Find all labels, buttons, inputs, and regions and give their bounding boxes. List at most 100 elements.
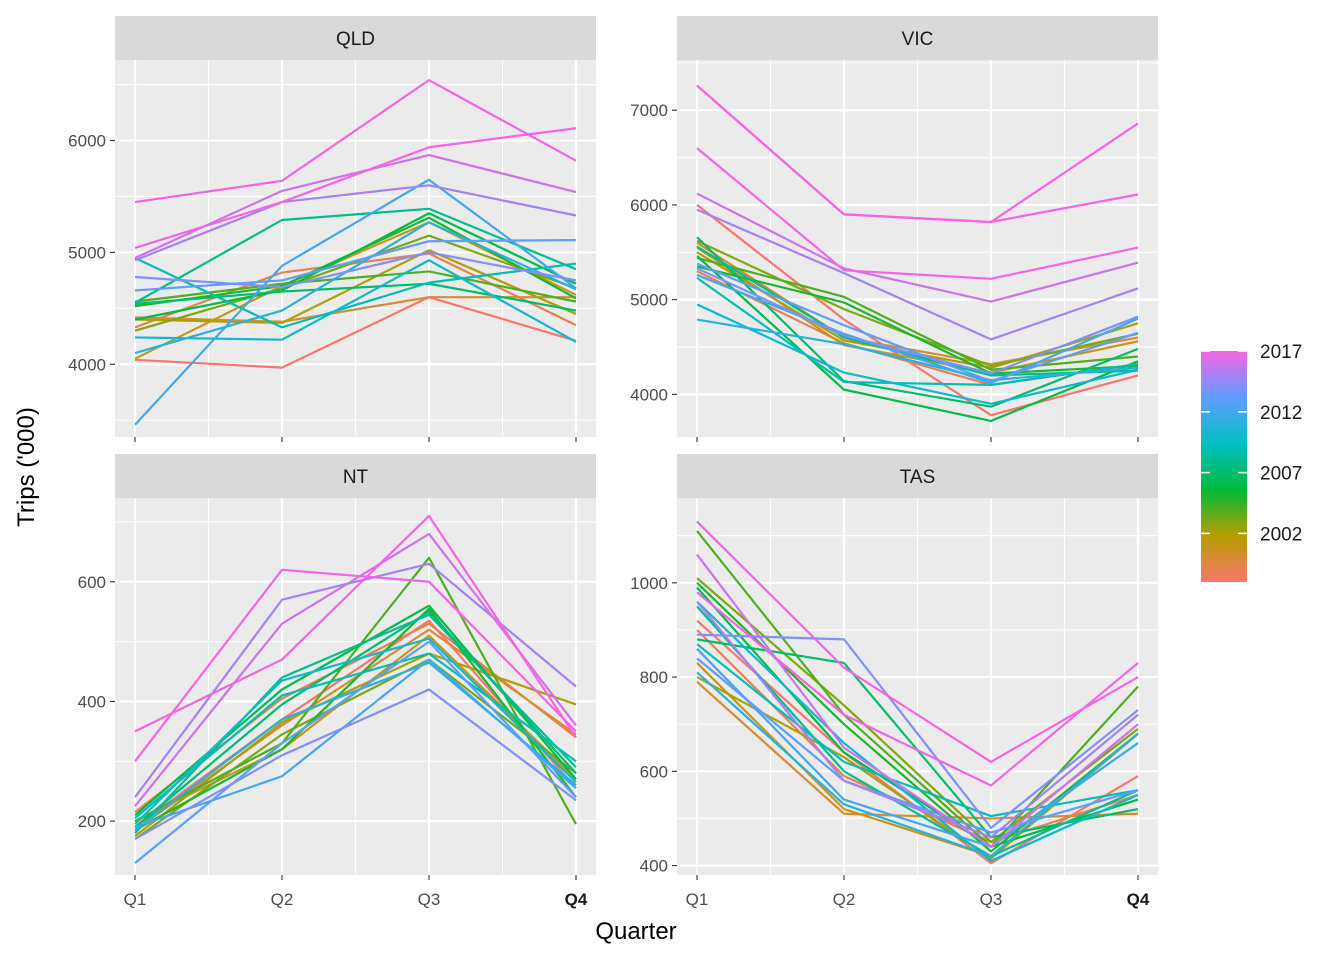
series-line-2008 <box>696 605 1139 858</box>
legend-label: 2002 <box>1260 524 1302 545</box>
series-line-2002 <box>134 249 577 324</box>
series-line-2009 <box>134 652 577 819</box>
series-lines <box>696 520 1139 865</box>
series-line-2013 <box>696 657 1139 834</box>
series-line-2012 <box>134 658 577 829</box>
facet-strip <box>115 454 596 498</box>
series-line-2011 <box>696 318 1139 382</box>
series-line-2012 <box>134 178 577 426</box>
series-line-2012 <box>696 274 1139 385</box>
series-line-2015 <box>696 600 1139 839</box>
series-line-2007 <box>134 282 577 312</box>
series-line-2010 <box>696 600 1139 862</box>
series-line-2015 <box>134 184 577 262</box>
facet-panels: QLD 4000 5000 6000 Q1 Q2 Q3 Q4 VIC 4000 5000 6000 70… <box>68 16 1158 909</box>
y-tick-label: 4000 <box>68 355 106 374</box>
x-axis-title: Quarter <box>595 918 676 945</box>
legend-colorbar <box>1201 351 1247 582</box>
y-tick-label: 5000 <box>630 291 668 310</box>
x-tick-label: Q4 <box>1127 890 1150 909</box>
series-line-2004 <box>696 530 1139 848</box>
legend-label: 2017 <box>1260 342 1302 363</box>
y-tick-label: 800 <box>640 668 668 687</box>
facet-panel-vic: VIC4000500060007000Q1Q2Q3Q4 <box>630 16 1158 471</box>
facet-strip-label: QLD <box>336 29 375 50</box>
x-tick-label: Q4 <box>565 890 588 909</box>
series-line-2018 <box>134 79 577 204</box>
series-line-2010 <box>134 637 577 825</box>
facet-strip-label: NT <box>343 467 369 488</box>
series-lines <box>134 79 577 426</box>
series-line-2013 <box>134 640 577 864</box>
y-tick-label: 400 <box>640 857 668 876</box>
x-tick-label: Q1 <box>686 890 709 909</box>
x-tick-label: Q2 <box>271 890 294 909</box>
legend-label: 2012 <box>1260 403 1302 424</box>
series-line-2017 <box>134 514 577 738</box>
series-lines <box>134 514 577 864</box>
series-line-2014 <box>134 251 577 289</box>
facet-strip <box>677 16 1158 60</box>
y-tick-label: 600 <box>78 573 106 592</box>
facet-strip-label: TAS <box>900 467 936 488</box>
x-tick-label: Q3 <box>418 890 441 909</box>
series-line-2006 <box>696 255 1139 422</box>
series-line-2009 <box>134 257 577 329</box>
series-line-2010 <box>696 303 1139 405</box>
series-line-2004 <box>696 256 1139 371</box>
series-line-2005 <box>134 607 577 832</box>
series-line-2016 <box>696 553 1139 848</box>
series-line-2005 <box>696 265 1139 375</box>
series-line-2017 <box>696 147 1139 280</box>
series-line-2006 <box>134 212 577 321</box>
series-line-2003 <box>134 658 577 840</box>
facet-panel-qld: QLD400050006000Q1Q2Q3Q4 <box>68 16 596 471</box>
series-line-2007 <box>696 236 1139 408</box>
series-line-2017 <box>696 591 1139 787</box>
facet-panel-tas: TAS 400 600 800 1000 Q1 Q2 Q3 Q4 <box>630 454 1158 909</box>
legend-label: 2007 <box>1260 464 1302 485</box>
y-tick-label: 200 <box>78 812 106 831</box>
series-line-2018 <box>134 568 577 762</box>
series-line-2000 <box>696 680 1139 820</box>
y-tick-label: 400 <box>78 692 106 711</box>
series-line-2013 <box>134 239 577 292</box>
series-line-2017 <box>134 127 577 249</box>
series-line-2011 <box>134 221 577 355</box>
series-line-2002 <box>134 652 577 837</box>
series-line-2009 <box>696 643 1139 818</box>
series-lines <box>696 84 1139 422</box>
y-tick-label: 5000 <box>68 243 106 262</box>
series-line-1998 <box>134 296 577 369</box>
facet-panel-nt: NT 200 400 600 Q1 Q2 Q3 Q4 <box>78 454 596 909</box>
series-line-2016 <box>134 532 577 807</box>
y-tick-label: 1000 <box>630 574 668 593</box>
series-line-2015 <box>696 208 1139 341</box>
x-tick-label: Q1 <box>124 890 147 909</box>
series-line-2008 <box>134 207 577 304</box>
series-line-2014 <box>696 633 1139 829</box>
series-line-2014 <box>134 688 577 841</box>
y-tick-label: 7000 <box>630 101 668 120</box>
series-line-2012 <box>696 648 1139 848</box>
y-tick-label: 6000 <box>68 132 106 151</box>
x-tick-label: Q3 <box>980 890 1003 909</box>
y-axis-title: Trips ('000) <box>13 407 40 527</box>
color-legend: 2002 2007 2012 2017 <box>1201 342 1302 582</box>
series-line-2013 <box>696 262 1139 383</box>
series-line-2008 <box>134 613 577 834</box>
y-tick-label: 6000 <box>630 196 668 215</box>
y-tick-label: 600 <box>640 762 668 781</box>
series-line-2019 <box>696 84 1139 224</box>
series-line-2010 <box>134 259 577 343</box>
x-tick-label: Q2 <box>833 890 856 909</box>
series-line-2018 <box>696 520 1139 764</box>
facet-strip-label: VIC <box>902 29 934 50</box>
y-tick-label: 4000 <box>630 385 668 404</box>
facet-strip <box>677 454 1158 498</box>
series-line-2016 <box>696 192 1139 303</box>
series-line-2014 <box>696 267 1139 375</box>
facet-strip <box>115 16 596 60</box>
series-line-1998 <box>696 204 1139 417</box>
